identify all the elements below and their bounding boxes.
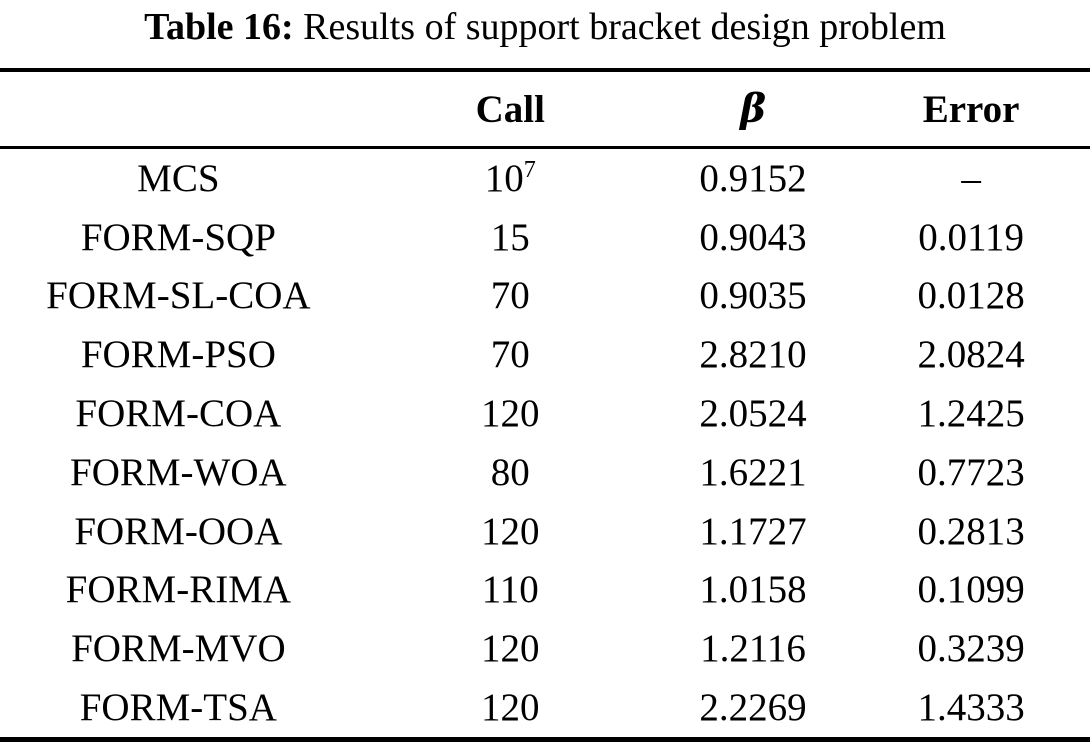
- cell-method: FORM-MVO: [71, 627, 286, 671]
- cell-beta: 1.2116: [700, 627, 806, 671]
- table-caption-text: Results of support bracket design proble…: [303, 6, 946, 48]
- table-row: FORM-MVO 120 1.2116 0.3239: [0, 619, 1090, 678]
- cell-method: FORM-SQP: [80, 215, 276, 259]
- table-row: FORM-WOA 80 1.6221 0.7723: [0, 443, 1090, 502]
- table-header-row: Call β Error: [0, 72, 1090, 146]
- cell-beta: 0.9043: [699, 215, 807, 259]
- cell-method: FORM-SL-COA: [46, 274, 311, 318]
- cell-call: 107: [484, 155, 536, 200]
- cell-method: FORM-WOA: [70, 450, 287, 494]
- cell-error: 0.1099: [917, 568, 1025, 612]
- header-beta: β: [740, 85, 766, 132]
- cell-method: FORM-COA: [75, 392, 282, 436]
- table-caption: Table 16: Results of support bracket des…: [0, 4, 1090, 52]
- cell-beta: 2.8210: [699, 333, 807, 377]
- table-row: FORM-SL-COA 70 0.9035 0.0128: [0, 267, 1090, 326]
- cell-call: 120: [481, 627, 540, 671]
- table-body: MCS 107 0.9152 – FORM-SQP 15 0.9043 0.01…: [0, 149, 1090, 737]
- table-row: FORM-COA 120 2.0524 1.2425: [0, 384, 1090, 443]
- header-error: Error: [922, 87, 1020, 131]
- table-mid-rule: [0, 146, 1090, 149]
- call-exponent: 7: [523, 155, 536, 183]
- cell-call: 120: [481, 392, 540, 436]
- cell-call: 70: [490, 274, 530, 318]
- table-row: FORM-SQP 15 0.9043 0.0119: [0, 208, 1090, 267]
- cell-error: 2.0824: [917, 333, 1025, 377]
- cell-call: 70: [490, 333, 530, 377]
- cell-method: MCS: [137, 156, 220, 200]
- cell-call: 15: [490, 215, 530, 259]
- cell-call: 80: [490, 450, 530, 494]
- table-caption-label: Table 16:: [144, 6, 294, 48]
- table-row: FORM-PSO 70 2.8210 2.0824: [0, 325, 1090, 384]
- cell-error: 1.4333: [917, 686, 1025, 730]
- cell-error: 0.0128: [917, 274, 1025, 318]
- cell-beta: 1.6221: [699, 450, 807, 494]
- table-row: FORM-TSA 120 2.2269 1.4333: [0, 678, 1090, 737]
- cell-call: 120: [481, 686, 540, 730]
- cell-error: 0.0119: [918, 215, 1024, 259]
- cell-call: 110: [481, 568, 539, 612]
- cell-method: FORM-RIMA: [65, 568, 292, 612]
- table-row: FORM-RIMA 110 1.0158 0.1099: [0, 561, 1090, 620]
- cell-error: 0.3239: [917, 627, 1025, 671]
- header-call: Call: [475, 87, 545, 131]
- table-row: FORM-OOA 120 1.1727 0.2813: [0, 502, 1090, 561]
- cell-error: –: [961, 156, 981, 200]
- cell-method: FORM-PSO: [80, 333, 276, 377]
- table-bottom-rule: [0, 737, 1090, 742]
- cell-method: FORM-TSA: [79, 686, 277, 730]
- cell-beta: 1.0158: [699, 568, 807, 612]
- table-top-rule: [0, 68, 1090, 72]
- cell-beta: 2.2269: [699, 686, 807, 730]
- cell-beta: 0.9152: [699, 156, 807, 200]
- cell-call: 120: [481, 509, 540, 553]
- cell-beta: 0.9035: [699, 274, 807, 318]
- cell-beta: 1.1727: [699, 509, 807, 553]
- cell-error: 1.2425: [917, 392, 1025, 436]
- cell-error: 0.7723: [917, 450, 1025, 494]
- cell-beta: 2.0524: [699, 392, 807, 436]
- cell-method: FORM-OOA: [74, 509, 283, 553]
- cell-error: 0.2813: [917, 509, 1025, 553]
- table-row: MCS 107 0.9152 –: [0, 149, 1090, 208]
